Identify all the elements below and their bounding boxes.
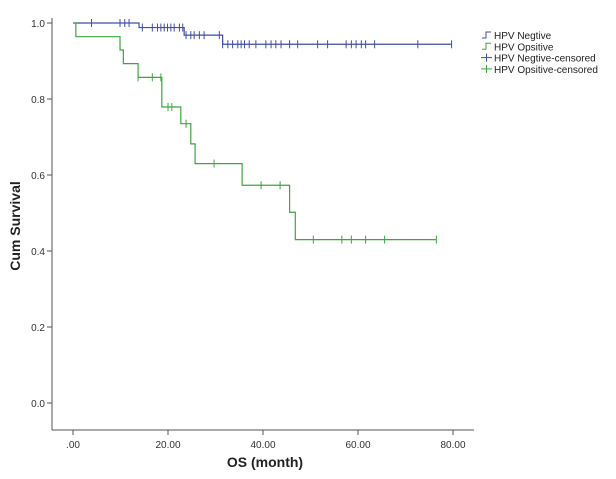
x-tick-label: 60.00	[345, 440, 370, 451]
legend-label: HPV Negtive	[494, 31, 552, 42]
survival-curve-hpv-negative	[73, 22, 452, 45]
survival-curve-hpv-positive	[73, 22, 437, 241]
legend-label: HPV Negtive-censored	[494, 54, 596, 65]
legend-label: HPV Opsitive-censored	[494, 65, 598, 76]
x-tick-label: 20.00	[155, 440, 180, 451]
y-tick-label: 0.0	[31, 399, 45, 410]
x-tick-label: 80.00	[440, 440, 465, 451]
y-tick-label: 0.8	[31, 95, 45, 106]
x-axis-label: OS (month)	[227, 454, 303, 470]
legend-label: HPV Opsitive	[494, 42, 554, 53]
legend-line-swatch	[482, 31, 491, 39]
y-tick-label: 0.6	[31, 171, 45, 182]
y-tick-label: 1.0	[31, 19, 45, 30]
y-tick-label: 0.4	[31, 247, 45, 258]
x-tick-label: .00	[66, 440, 80, 451]
legend-line-swatch	[482, 42, 491, 50]
y-tick-label: 0.2	[31, 323, 45, 334]
y-axis-label: Cum Survival	[7, 181, 23, 270]
x-tick-label: 40.00	[250, 440, 275, 451]
